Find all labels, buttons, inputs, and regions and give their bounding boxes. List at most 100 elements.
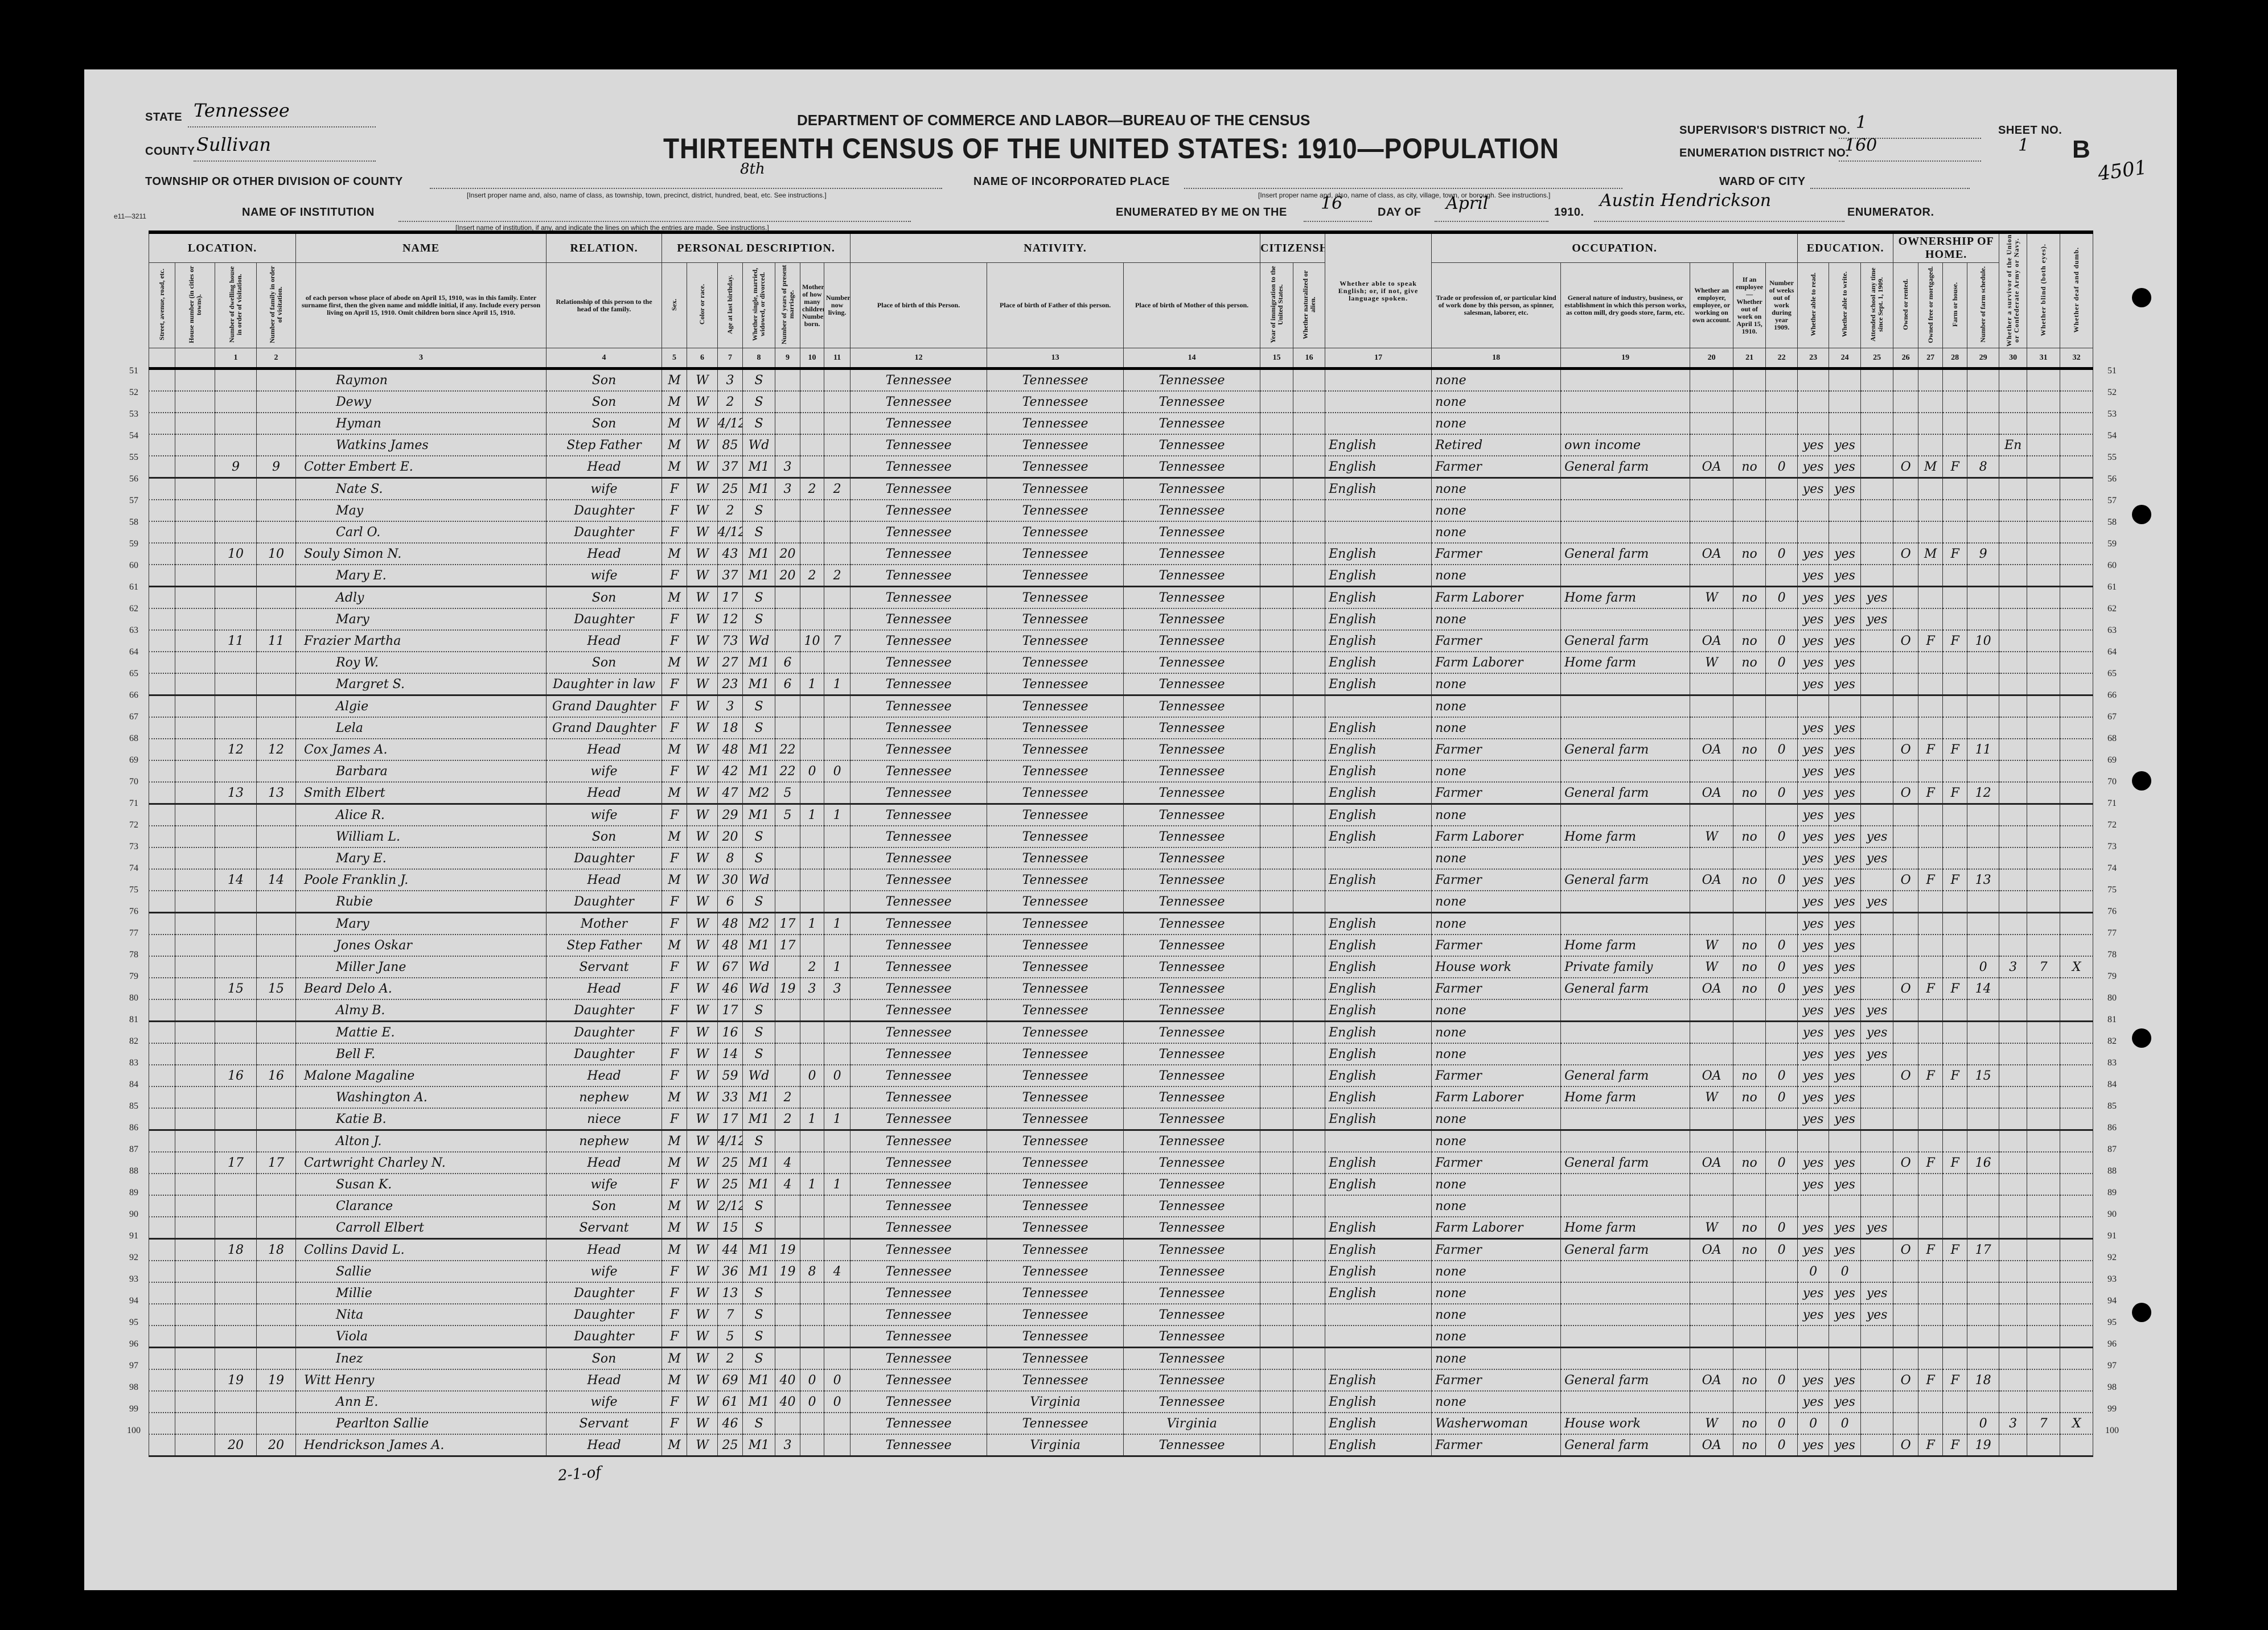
cell-blind xyxy=(2027,935,2061,957)
cell-years-married xyxy=(775,1326,801,1348)
cell-family-number xyxy=(256,760,297,783)
cell-blind xyxy=(2027,978,2061,1000)
column-header-text: Whether deaf and dumb. xyxy=(2072,247,2081,333)
cell-family-number xyxy=(256,1304,297,1326)
cell-name: Rubie xyxy=(295,891,547,913)
cell-immigration-year xyxy=(1260,804,1294,826)
cell-industry xyxy=(1560,1174,1691,1196)
cell-farm-schedule xyxy=(1967,1195,2000,1217)
cell-mother-birthplace: Tennessee xyxy=(1123,565,1261,587)
cell-name: Nita xyxy=(295,1304,547,1326)
column-header-text: Trade or profession of, or particular ki… xyxy=(1436,294,1556,316)
line-number-right: 77 xyxy=(2107,928,2117,938)
cell-father-birthplace: Tennessee xyxy=(987,1238,1124,1261)
cell-years-married xyxy=(775,608,801,631)
cell-weeks-out xyxy=(1765,891,1798,913)
cell-immigration-year xyxy=(1260,1195,1294,1217)
cell-children-living xyxy=(824,1086,851,1109)
cell-can-write: yes xyxy=(1829,543,1862,565)
cell-out-of-work xyxy=(1733,891,1766,913)
cell-owned-rented xyxy=(1893,478,1919,500)
cell-weeks-out xyxy=(1765,804,1798,826)
cell-marital-status: M1 xyxy=(742,1434,776,1457)
cell-street xyxy=(149,413,175,435)
cell-birthplace: Tennessee xyxy=(850,760,988,783)
cell-farm-schedule xyxy=(1967,1261,2000,1283)
cell-out-of-work xyxy=(1733,565,1766,587)
table-row: 10 10 Souly Simon N. Head M W 43 M1 20 Tennessee T… xyxy=(149,543,2094,565)
cell-age: 37 xyxy=(717,565,743,587)
cell-language: English xyxy=(1325,565,1432,587)
cell-industry xyxy=(1560,847,1691,870)
cell-dwelling-number: 9 xyxy=(215,456,257,479)
cell-out-of-work: no xyxy=(1733,739,1766,761)
cell-can-write xyxy=(1829,413,1862,435)
cell-employer-status xyxy=(1690,1347,1734,1370)
cell-language: English xyxy=(1325,1086,1432,1109)
cell-free-mortgaged xyxy=(1918,434,1944,456)
cell-weeks-out: 0 xyxy=(1765,935,1798,957)
cell-birthplace: Tennessee xyxy=(850,1195,988,1217)
cell-naturalized xyxy=(1293,1174,1326,1196)
cell-out-of-work xyxy=(1733,608,1766,631)
group-header-personal: PERSONAL DESCRIPTION. xyxy=(662,230,851,263)
cell-farm-house: F xyxy=(1942,1152,1968,1174)
line-number-left: 62 xyxy=(129,604,138,614)
cell-language: English xyxy=(1325,1152,1432,1174)
cell-immigration-year xyxy=(1260,413,1294,435)
cell-deaf xyxy=(2060,1238,2094,1261)
cell-race: W xyxy=(687,368,718,392)
cell-blind xyxy=(2027,1108,2061,1131)
cell-employer-status xyxy=(1690,1261,1734,1283)
cell-father-birthplace: Tennessee xyxy=(987,456,1124,479)
line-number-left: 69 xyxy=(129,755,138,765)
cell-marital-status: M1 xyxy=(742,673,776,696)
cell-sex: M xyxy=(662,869,688,891)
cell-birthplace: Tennessee xyxy=(850,608,988,631)
cell-blind xyxy=(2027,847,2061,870)
cell-dwelling-number xyxy=(215,804,257,826)
cell-war-survivor xyxy=(1999,1304,2028,1326)
cell-children-living: 1 xyxy=(824,804,851,826)
cell-father-birthplace: Tennessee xyxy=(987,1108,1124,1131)
cell-immigration-year xyxy=(1260,999,1294,1022)
cell-children-living xyxy=(824,608,851,631)
cell-years-married xyxy=(775,434,801,456)
cell-can-read xyxy=(1797,1130,1830,1152)
cell-relation: Son xyxy=(546,413,663,435)
cell-deaf xyxy=(2060,782,2094,805)
cell-years-married xyxy=(775,956,801,978)
cell-deaf xyxy=(2060,1043,2094,1065)
cell-out-of-work xyxy=(1733,673,1766,696)
cell-farm-schedule xyxy=(1967,608,2000,631)
cell-trade: none xyxy=(1431,912,1562,935)
cell-farm-house: F xyxy=(1942,869,1968,891)
cell-immigration-year xyxy=(1260,1065,1294,1087)
cell-war-survivor xyxy=(1999,521,2028,544)
cell-trade: Farmer xyxy=(1431,1434,1562,1457)
cell-street xyxy=(149,1347,175,1370)
cell-free-mortgaged xyxy=(1918,1174,1944,1196)
cell-out-of-work xyxy=(1733,1130,1766,1152)
cell-children-living xyxy=(824,521,851,544)
cell-relation: Son xyxy=(546,1195,663,1217)
cell-years-married xyxy=(775,413,801,435)
cell-name: Millie xyxy=(295,1282,547,1304)
cell-years-married xyxy=(775,586,801,609)
cell-children-born xyxy=(800,413,825,435)
cell-can-read: yes xyxy=(1797,869,1830,891)
cell-industry: own income xyxy=(1560,434,1691,456)
cell-trade: none xyxy=(1431,1130,1562,1152)
line-number-left: 77 xyxy=(129,928,138,938)
cell-farm-schedule xyxy=(1967,847,2000,870)
cell-employer-status xyxy=(1690,413,1734,435)
cell-relation: Servant xyxy=(546,1413,663,1435)
cell-weeks-out: 0 xyxy=(1765,1434,1798,1457)
enumeration-district-label: ENUMERATION DISTRICT NO. xyxy=(1679,147,1850,159)
cell-father-birthplace: Tennessee xyxy=(987,1174,1124,1196)
cell-attended-school xyxy=(1860,912,1894,935)
cell-name: Malone Magaline xyxy=(295,1065,547,1087)
cell-free-mortgaged xyxy=(1918,760,1944,783)
cell-naturalized xyxy=(1293,695,1326,718)
cell-owned-rented xyxy=(1893,956,1919,978)
